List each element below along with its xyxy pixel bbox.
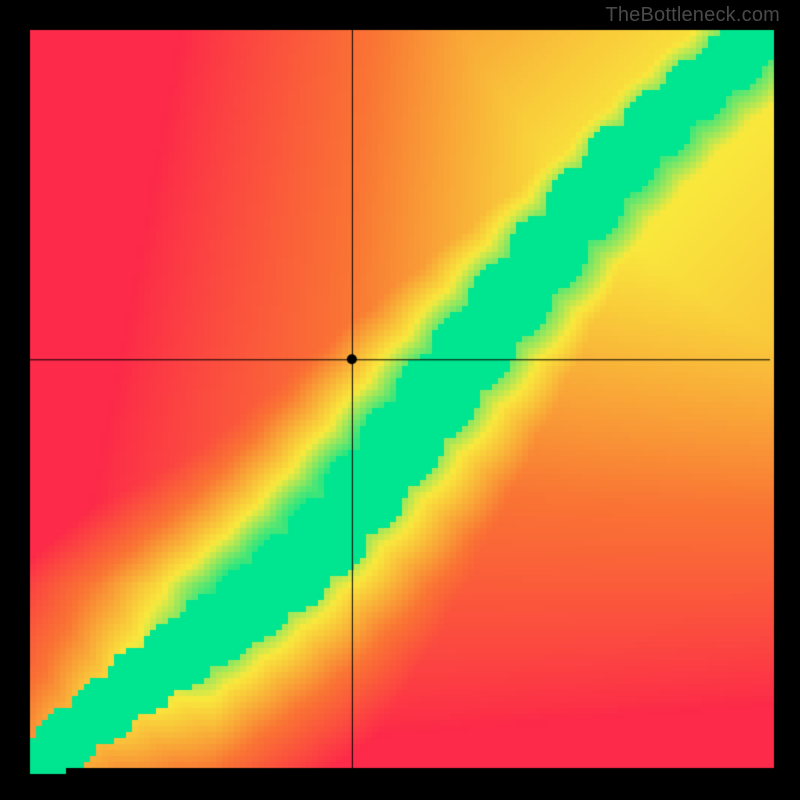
heatmap-canvas [0, 0, 800, 800]
watermark-text: TheBottleneck.com [605, 4, 780, 27]
chart-container: TheBottleneck.com [0, 0, 800, 800]
